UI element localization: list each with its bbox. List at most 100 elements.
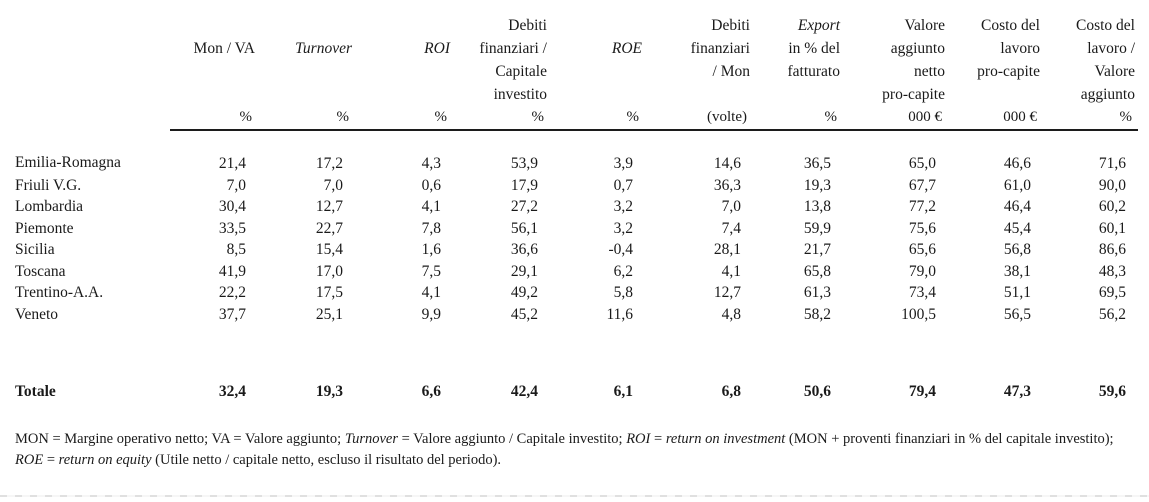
value-cell: 36,6: [510, 241, 538, 258]
column-header-line: ROE: [611, 40, 642, 57]
column-header: Export in % del fatturato: [753, 14, 843, 106]
value-cell: 4,1: [721, 262, 741, 280]
value-cell: 17,0: [315, 262, 343, 280]
region-label: Toscana: [15, 262, 66, 280]
region-label: Lombardia: [15, 198, 84, 215]
value-cell: 86,6: [1098, 241, 1126, 258]
unit-row-spacer: [15, 106, 170, 130]
value-cell: 3,2: [613, 198, 633, 215]
value-cell: 17,5: [315, 284, 343, 301]
value-cell: 50,6: [803, 383, 831, 400]
table-body: Emilia-Romagna 21,4 17,2 4,3 53,9 3,9 14,6 36,5…: [15, 130, 1138, 403]
column-header-line: Valore: [904, 17, 945, 34]
value-cell: 22,2: [218, 284, 246, 301]
column-header-line: / Mon: [712, 63, 750, 80]
column-header-line: ROI: [424, 40, 450, 57]
value-cell: 56,5: [1003, 305, 1031, 323]
value-cell: 77,2: [908, 198, 936, 215]
column-header-line: Debiti: [711, 17, 750, 34]
column-header-line: [258, 14, 352, 37]
column-header-line: finanziari /: [479, 40, 547, 57]
footnote-segment: return on equity: [58, 451, 152, 468]
column-header-line: Costo del: [981, 17, 1040, 34]
column-unit: (volte): [645, 106, 753, 131]
value-cell: 56,2: [1098, 305, 1126, 323]
value-cell: 17,2: [315, 155, 343, 172]
value-cell: 65,0: [908, 155, 936, 172]
region-label: Friuli V.G.: [15, 176, 82, 194]
footnote-segment: (Utile netto / capitale netto, escluso i…: [151, 451, 502, 468]
column-header-line: aggiunto: [1080, 86, 1135, 103]
value-cell: 90,0: [1098, 176, 1126, 194]
value-cell: 6,1: [613, 383, 633, 400]
column-header-line: Debiti: [508, 17, 547, 34]
value-cell: 7,4: [721, 219, 741, 237]
footnote-segment: =: [43, 451, 59, 468]
value-cell: 1,6: [421, 241, 441, 258]
column-header: Mon / VA: [170, 14, 258, 106]
value-cell: 4,1: [421, 284, 441, 301]
column-header-line: [355, 14, 450, 37]
table-row: Toscana 41,9 17,0 7,5 29,1 6,2 4,1 65,8 79,0 38,1…: [15, 261, 1138, 283]
column-header: Costo del lavoro / Valore aggiunto: [1043, 14, 1138, 106]
region-label: Trentino-A.A.: [15, 284, 104, 301]
column-unit: %: [258, 106, 355, 131]
value-cell: 22,7: [315, 219, 343, 237]
value-cell: 61,3: [803, 284, 831, 301]
table-row: Emilia-Romagna 21,4 17,2 4,3 53,9 3,9 14,6 36,5…: [15, 130, 1138, 175]
value-cell: 60,1: [1098, 219, 1126, 237]
table-row: Friuli V.G. 7,0 7,0 0,6 17,9 0,7 36,3 19,3 67,7 6…: [15, 175, 1138, 197]
value-cell: 4,8: [721, 305, 741, 323]
value-cell: 42,4: [510, 383, 538, 400]
value-cell: 7,0: [323, 176, 343, 194]
value-cell: 79,0: [908, 262, 936, 280]
value-cell: 30,4: [218, 198, 246, 215]
column-header-line: [550, 14, 642, 37]
value-cell: 56,8: [1003, 241, 1031, 258]
column-header-line: investito: [493, 86, 547, 103]
value-cell: 19,3: [803, 176, 831, 194]
value-cell: 29,1: [510, 262, 538, 280]
value-cell: 28,1: [713, 241, 741, 258]
column-unit: %: [1043, 106, 1138, 131]
value-cell: 21,4: [218, 155, 246, 172]
value-cell: 4,1: [421, 198, 441, 215]
footnote-segment: (MON + proventi finanziari in % del capi…: [785, 430, 1114, 447]
value-cell: 7,8: [421, 219, 441, 237]
value-cell: 12,7: [713, 284, 741, 301]
page-edge-line: [0, 495, 1149, 497]
value-cell: 3,2: [613, 219, 633, 237]
column-header: Turnover: [258, 14, 355, 106]
column-unit: 000 €: [843, 106, 948, 131]
value-cell: 48,3: [1098, 262, 1126, 280]
value-cell: 41,9: [218, 262, 246, 280]
report-page: Mon / VA Turnover ROI Debiti finanziari / C…: [0, 14, 1149, 502]
table-row: Veneto 37,7 25,1 9,9 45,2 11,6 4,8 58,2 100,5 56,…: [15, 304, 1138, 326]
column-unit: 000 €: [948, 106, 1043, 131]
value-cell: -0,4: [608, 241, 633, 258]
value-cell: 61,0: [1003, 176, 1031, 194]
column-header: Debiti finanziari / Capitale investito: [453, 14, 550, 106]
value-cell: 0,7: [613, 176, 633, 194]
value-cell: 69,5: [1098, 284, 1126, 301]
region-label: Piemonte: [15, 219, 74, 237]
total-label: Totale: [15, 383, 56, 400]
table-row: Trentino-A.A. 22,2 17,5 4,1 49,2 5,8 12,7 61,3 7…: [15, 282, 1138, 304]
value-cell: 7,5: [421, 262, 441, 280]
value-cell: 45,2: [510, 305, 538, 323]
value-cell: 65,8: [803, 262, 831, 280]
column-header-line: [170, 14, 255, 37]
value-cell: 38,1: [1003, 262, 1031, 280]
value-cell: 0,6: [421, 176, 441, 194]
value-cell: 47,3: [1003, 383, 1031, 400]
column-header-line: in % del: [788, 40, 840, 57]
table-header: Mon / VA Turnover ROI Debiti finanziari / C…: [15, 14, 1138, 131]
column-unit: %: [355, 106, 453, 131]
footnote-segment: =: [650, 430, 666, 447]
column-unit: %: [453, 106, 550, 131]
value-cell: 56,1: [510, 219, 538, 237]
column-header: ROE: [550, 14, 645, 106]
value-cell: 13,8: [803, 198, 831, 215]
value-cell: 6,6: [421, 383, 441, 400]
column-header-line: Export: [797, 17, 840, 34]
